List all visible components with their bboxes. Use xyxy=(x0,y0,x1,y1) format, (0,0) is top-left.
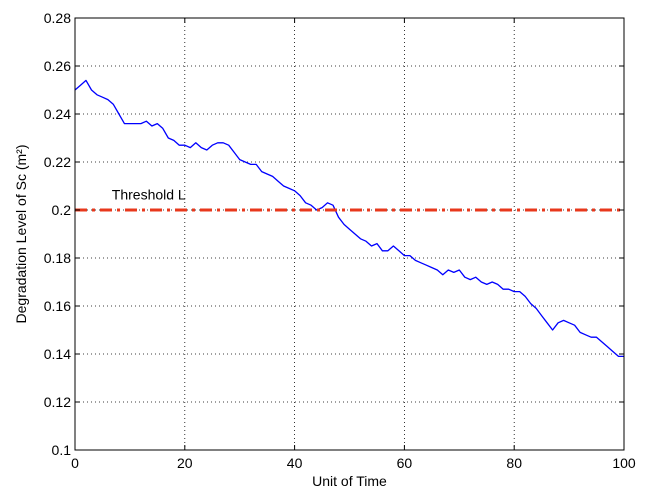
y-tick-label: 0.24 xyxy=(44,106,71,122)
axis-ticks: 0 20 40 60 80 100 0.1 0.12 0.14 0.16 0.18 0.2 0.22 0.… xyxy=(44,10,636,471)
x-tick-label: 0 xyxy=(71,455,79,471)
grid-lines xyxy=(75,18,624,450)
y-tick-label: 0.12 xyxy=(44,394,71,410)
y-tick-label: 0.22 xyxy=(44,154,71,170)
y-tick-label: 0.1 xyxy=(52,442,72,458)
x-axis-label: Unit of Time xyxy=(312,473,387,489)
y-tick-label: 0.16 xyxy=(44,298,71,314)
x-tick-label: 40 xyxy=(287,455,303,471)
y-axis-label: Degradation Level of Sc (m²) xyxy=(13,145,29,324)
y-tick-label: 0.26 xyxy=(44,58,71,74)
y-tick-label: 0.18 xyxy=(44,250,71,266)
y-tick-label: 0.2 xyxy=(52,202,72,218)
x-tick-label: 100 xyxy=(612,455,636,471)
degradation-series-line xyxy=(74,79,624,358)
y-tick-label: 0.14 xyxy=(44,346,71,362)
y-tick-label: 0.28 xyxy=(44,10,71,26)
annotations: Threshold L xyxy=(112,187,186,203)
x-tick-label: 80 xyxy=(506,455,522,471)
plot-series xyxy=(74,79,624,358)
x-tick-label: 20 xyxy=(177,455,193,471)
x-tick-label: 60 xyxy=(397,455,413,471)
plot-frame xyxy=(74,17,625,451)
threshold-label: Threshold L xyxy=(112,187,186,203)
